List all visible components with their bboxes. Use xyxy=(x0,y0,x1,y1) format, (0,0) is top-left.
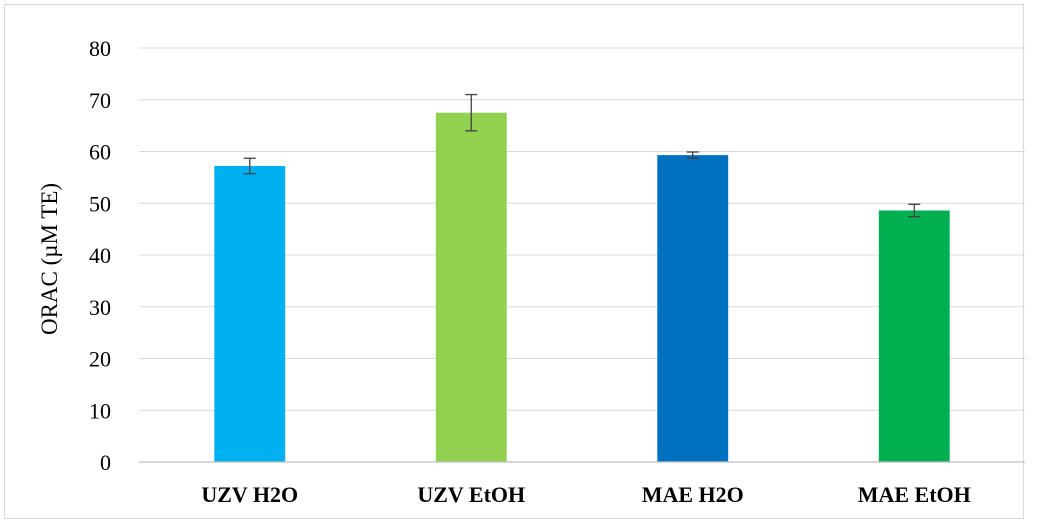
error-bars xyxy=(243,93,921,218)
y-tick-label: 70 xyxy=(89,88,111,113)
y-tick-label: 30 xyxy=(89,295,111,320)
gridlines xyxy=(139,47,1025,411)
x-tick-label: UZV EtOH xyxy=(417,482,525,507)
y-tick-label: 10 xyxy=(89,398,111,423)
y-tick-label: 40 xyxy=(89,243,111,268)
bar xyxy=(214,165,286,463)
y-tick-label: 50 xyxy=(89,191,111,216)
x-tick-labels: UZV H2O UZV EtOH MAE H2O MAE EtOH xyxy=(201,482,970,507)
chart-frame: ORAC (µM TE) 0 10 20 30 40 50 60 70 80 UZV H2O UZ… xyxy=(4,4,1025,519)
y-tick-label: 60 xyxy=(89,140,111,165)
bars xyxy=(214,112,950,463)
y-tick-label: 80 xyxy=(89,36,111,61)
x-tick-label: UZV H2O xyxy=(201,482,298,507)
x-tick-label: MAE H2O xyxy=(642,482,744,507)
bar xyxy=(657,155,729,462)
y-tick-label: 20 xyxy=(89,347,111,372)
y-tick-labels: 0 10 20 30 40 50 60 70 80 xyxy=(89,36,111,475)
bar xyxy=(435,112,507,462)
y-axis-title: ORAC (µM TE) xyxy=(37,183,62,335)
bar xyxy=(878,210,950,462)
x-tick-label: MAE EtOH xyxy=(858,482,971,507)
y-tick-label: 0 xyxy=(100,450,111,475)
